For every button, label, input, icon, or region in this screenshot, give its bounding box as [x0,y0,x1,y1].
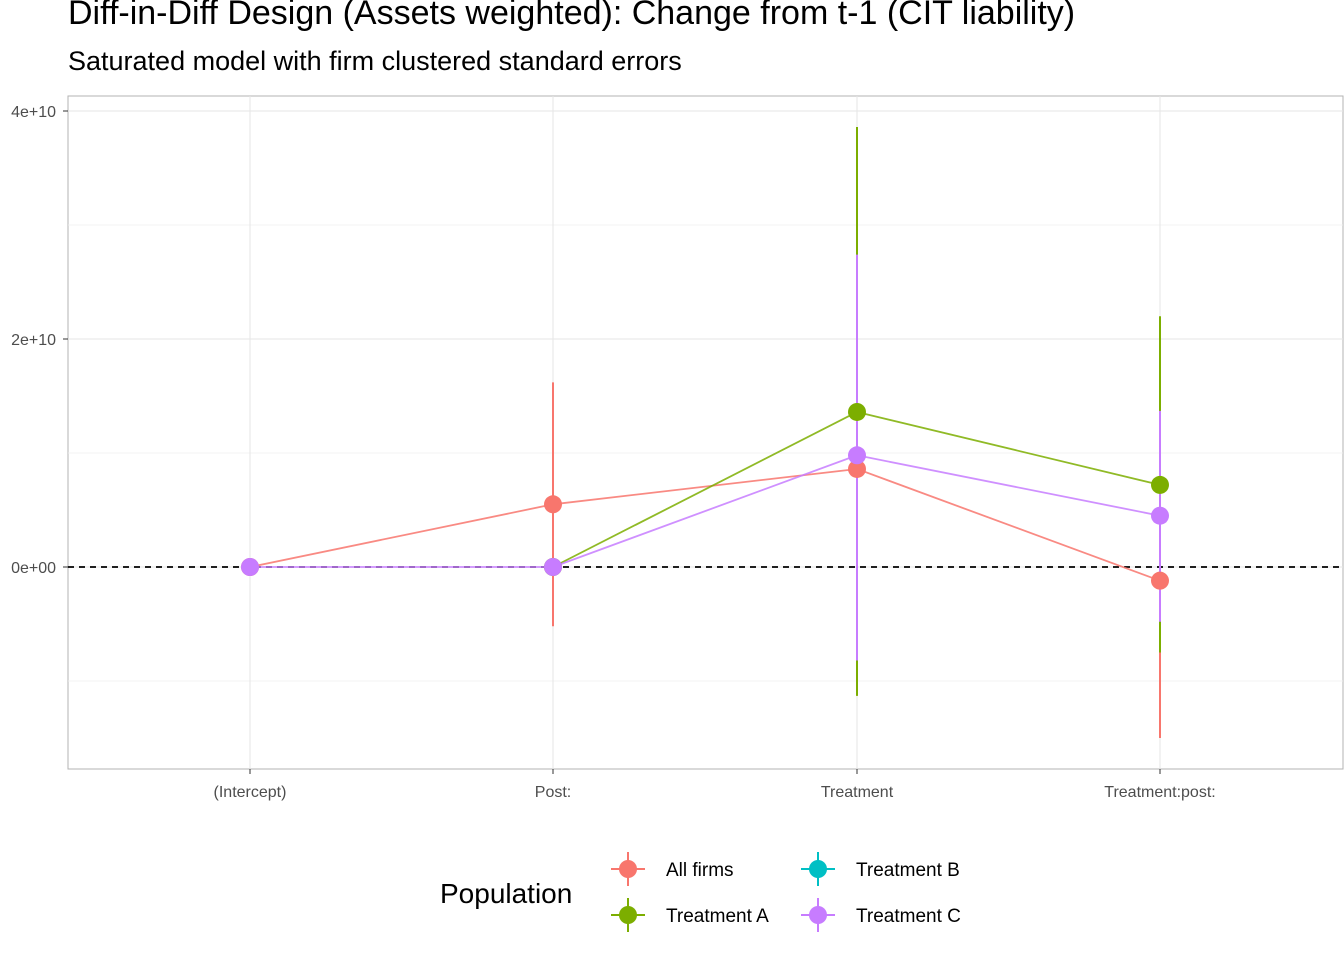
legend-label-treatment-b: Treatment B [856,860,960,881]
legend-key-point-treatment-c [809,906,827,924]
legend-key-point-treatment-b [809,860,827,878]
series-lines [249,411,1161,582]
error-bars [552,126,1161,738]
legend-key-point-treatment-a [619,906,637,924]
y-tick-label: 0e+00 [11,560,56,577]
point-treatment-c [1151,506,1169,525]
x-tick-label: Post: [535,784,571,801]
point-all-firms [544,495,562,514]
point-all-firms [1151,571,1169,590]
x-tick-label: (Intercept) [214,784,287,801]
chart-title: Diff-in-Diff Design (Assets weighted): C… [68,0,1076,32]
line-segment-treatment-c [552,454,858,568]
chart-subtitle: Saturated model with firm clustered stan… [68,46,682,76]
x-tick-label: Treatment:post: [1104,784,1215,801]
grid-lines [67,95,1344,770]
line-segment-all-firms [856,468,1161,582]
y-tick-label: 4e+10 [11,104,56,121]
point-all-firms [848,459,866,478]
line-segment-all-firms [249,503,554,568]
y-tick-label: 2e+10 [11,332,56,349]
legend-key-point-all-firms [619,860,637,878]
legend: Population All firms Treatment A Treatment … [440,852,961,932]
point-treatment-a [1151,475,1169,494]
point-treatment-c [544,558,562,576]
point-treatment-a [848,402,866,421]
line-segment-treatment-c [856,454,1161,517]
data-points [241,402,1169,590]
line-segment-all-firms [552,468,858,506]
legend-label-treatment-c: Treatment C [856,906,961,927]
legend-label-all-firms: All firms [666,860,734,881]
line-segment-treatment-a [552,411,858,568]
axes: 0e+00 2e+10 4e+10 (Intercept) Post: Treatment… [11,104,1216,801]
legend-title: Population [440,878,572,909]
legend-label-treatment-a: Treatment A [666,906,769,927]
point-treatment-c [241,558,259,576]
point-treatment-c [848,446,866,465]
panel-border [67,95,1344,770]
x-tick-label: Treatment [821,784,894,801]
line-segment-treatment-a [856,411,1161,486]
